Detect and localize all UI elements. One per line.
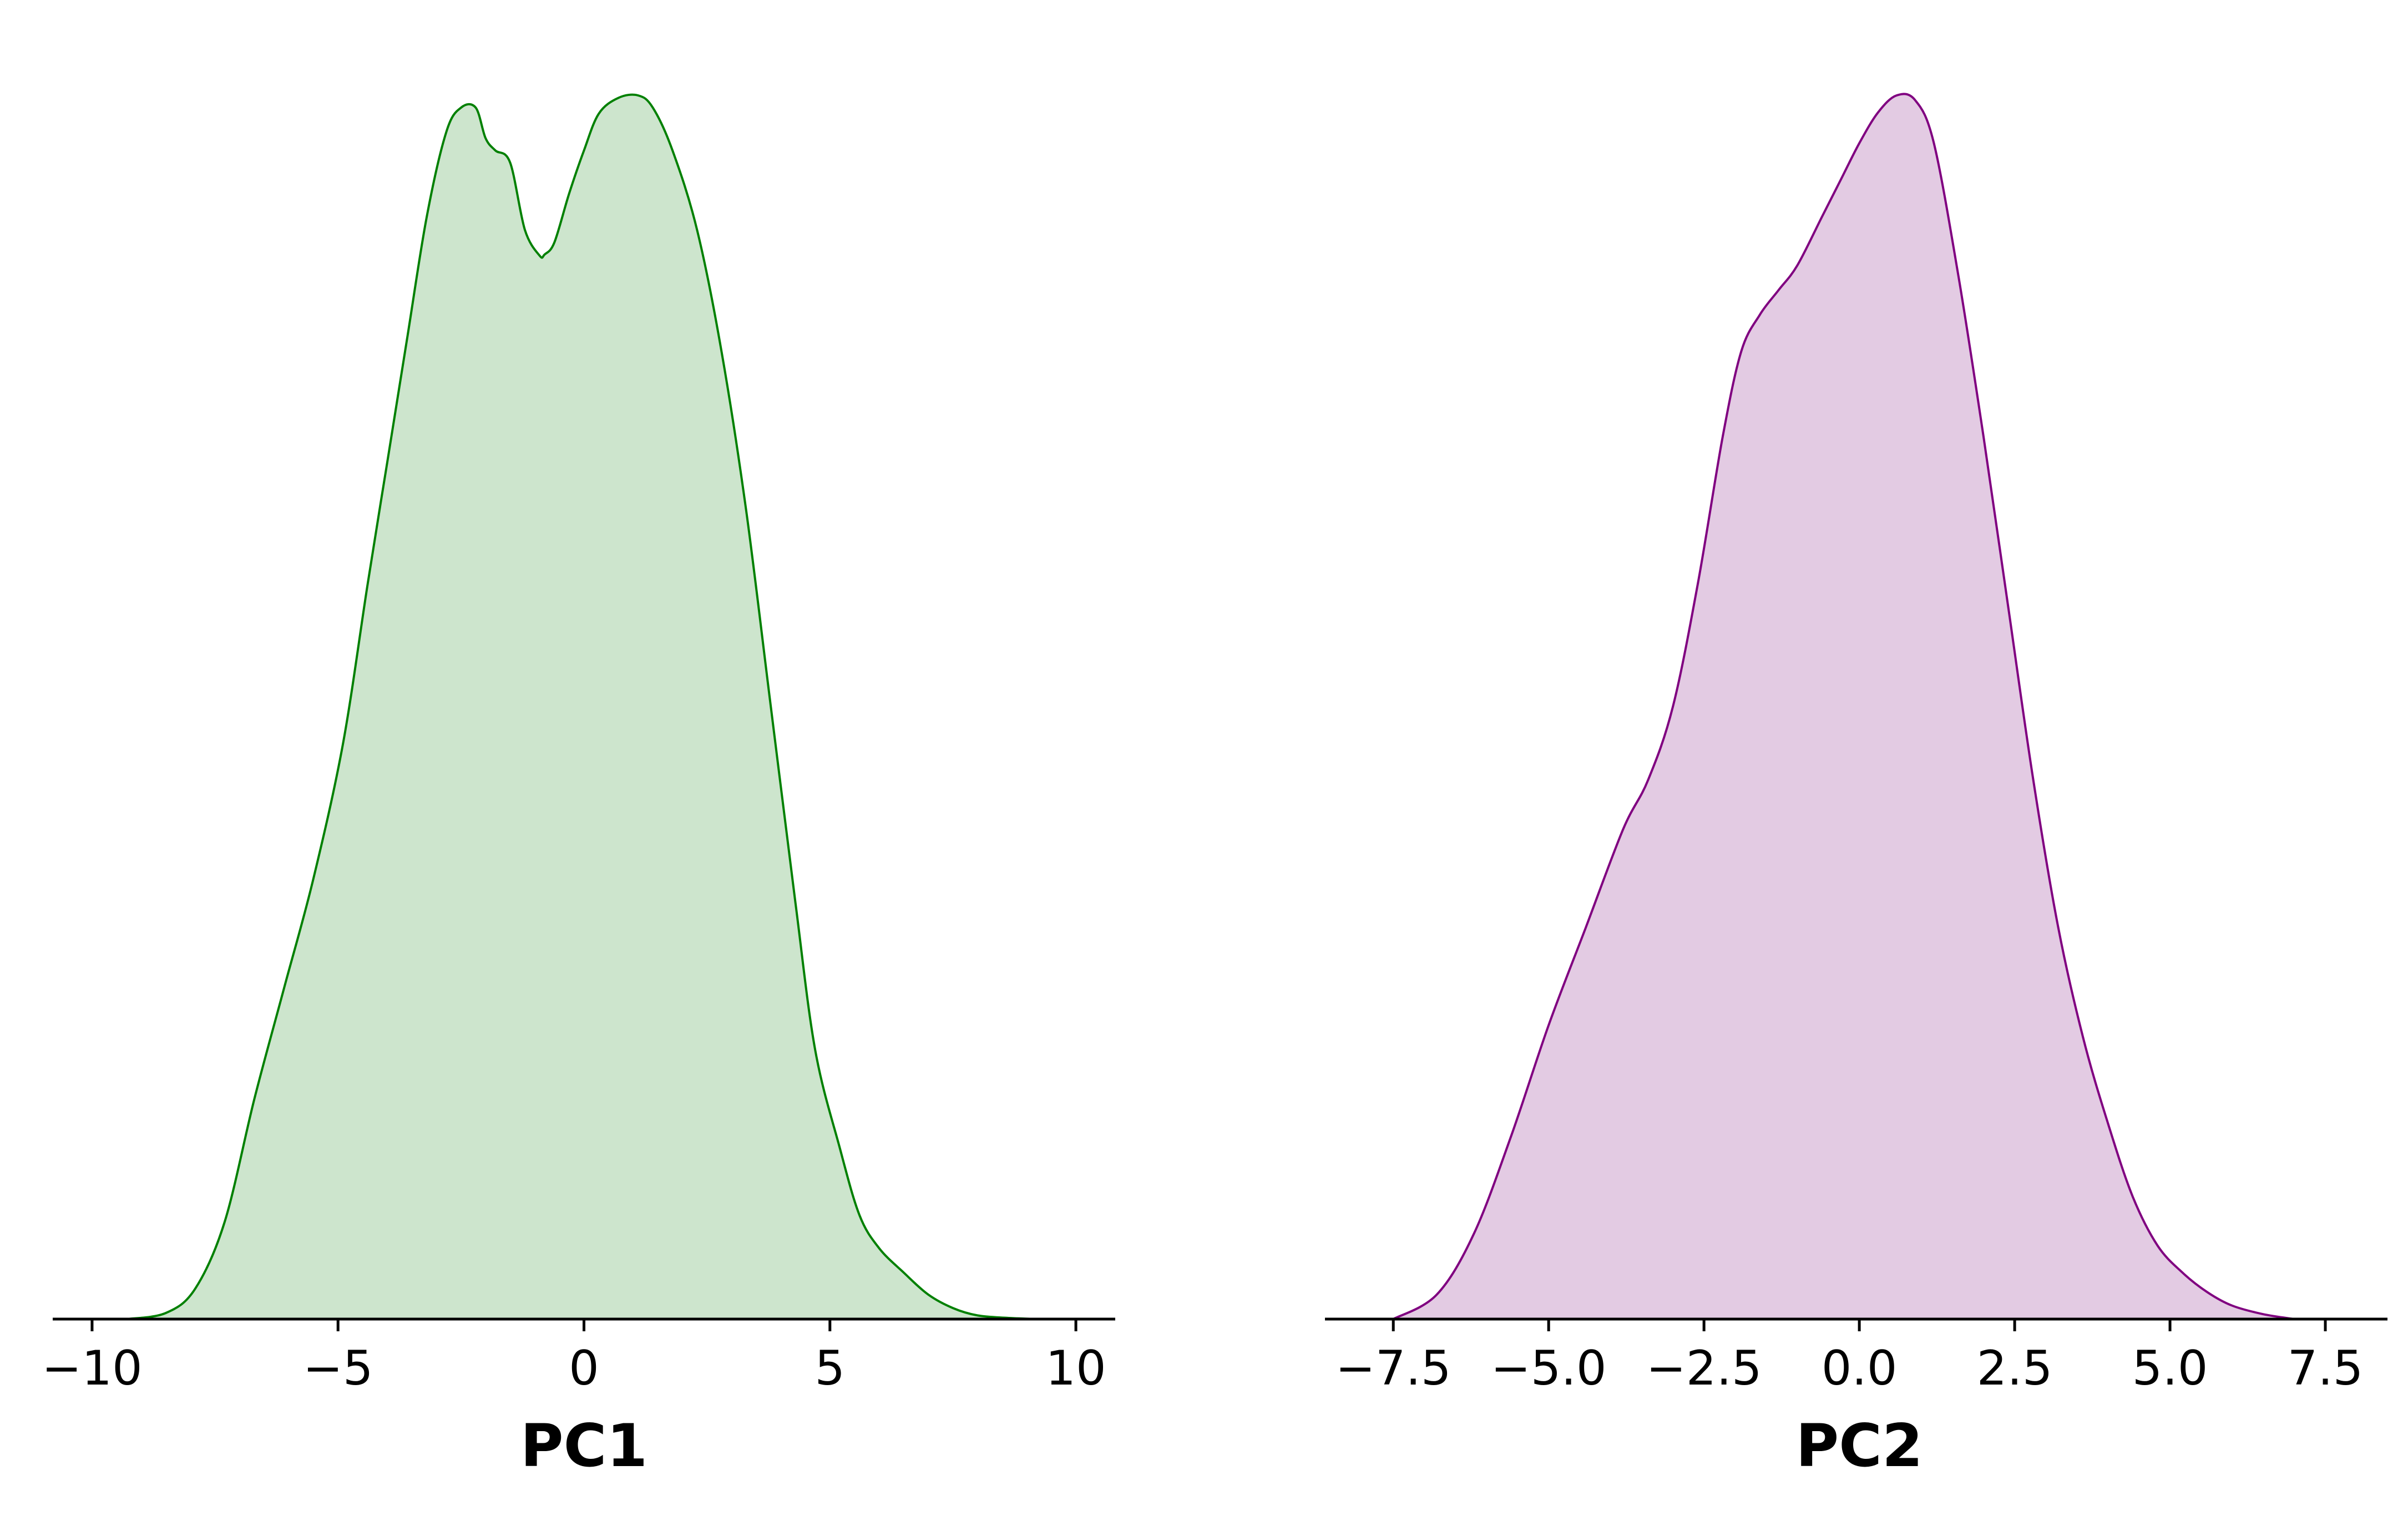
- pc1-x-tick-label: 10: [1045, 1341, 1106, 1396]
- pc1-density-line: [126, 93, 1037, 1320]
- pc1-x-axis-label: PC1: [520, 1412, 647, 1480]
- pc2-x-ticks: −7.5 −5.0 −2.5 0.0 2.5 5.0 7.5: [1335, 1319, 2364, 1396]
- pc2-x-tick-label: 2.5: [1977, 1341, 2053, 1396]
- pc1-x-tick-label: 5: [815, 1341, 845, 1396]
- pc1-panel: −10 −5 0 5 10 PC1: [42, 93, 1115, 1480]
- pc1-x-tick-label: −10: [42, 1341, 143, 1396]
- pc2-x-tick-label: 0.0: [1822, 1341, 1898, 1396]
- pc2-x-axis-label: PC2: [1795, 1412, 1923, 1480]
- pc1-x-tick-label: 0: [569, 1341, 599, 1396]
- pc1-x-tick-label: −5: [303, 1341, 373, 1396]
- pc2-x-tick-label: −5.0: [1491, 1341, 1607, 1396]
- pc2-density-area: [1393, 94, 2294, 1320]
- pc2-x-tick-label: 5.0: [2132, 1341, 2208, 1396]
- pc1-x-ticks: −10 −5 0 5 10: [42, 1319, 1106, 1396]
- pc2-panel: −7.5 −5.0 −2.5 0.0 2.5 5.0 7.5 PC2: [1325, 93, 2387, 1480]
- pc2-density-line: [1393, 93, 2295, 1320]
- pc2-x-tick-label: 7.5: [2288, 1341, 2364, 1396]
- pc2-x-tick-label: −7.5: [1335, 1341, 1451, 1396]
- pc2-x-tick-label: −2.5: [1646, 1341, 1762, 1396]
